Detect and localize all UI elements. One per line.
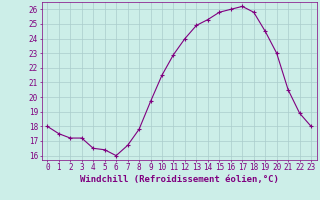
X-axis label: Windchill (Refroidissement éolien,°C): Windchill (Refroidissement éolien,°C) [80, 175, 279, 184]
